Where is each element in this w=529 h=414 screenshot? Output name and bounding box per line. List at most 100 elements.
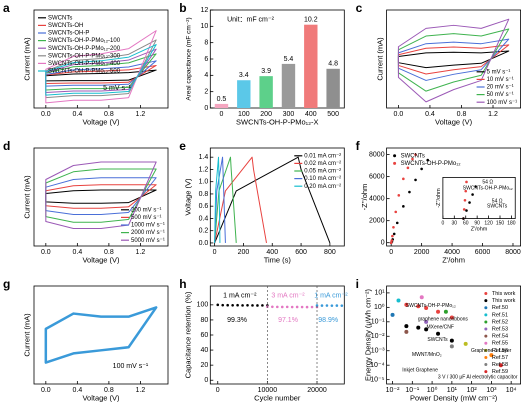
x-tick-label: 0.8 bbox=[104, 387, 114, 394]
y-tick-label: 100 bbox=[197, 302, 209, 309]
data-point bbox=[226, 303, 229, 307]
x-tick-label: 30 bbox=[452, 220, 458, 226]
legend-swatch bbox=[484, 320, 488, 324]
legend-label: 5 mV s⁻¹ bbox=[487, 69, 511, 75]
data-point bbox=[424, 306, 429, 311]
curve bbox=[45, 30, 157, 104]
data-point bbox=[392, 225, 395, 229]
data-point bbox=[216, 303, 220, 307]
legend-label: SWCNTs-OH-P-PMo₁₂-300 bbox=[48, 53, 121, 59]
legend-label: Ref.54 bbox=[492, 334, 508, 340]
x-tick-label: 0 bbox=[441, 220, 444, 226]
curve bbox=[45, 48, 157, 94]
data-point bbox=[231, 303, 234, 307]
y-tick-label: 10⁻⁵ bbox=[370, 376, 384, 383]
data-point bbox=[340, 304, 344, 307]
data-point bbox=[411, 157, 414, 161]
data-point bbox=[276, 305, 279, 309]
data-point bbox=[236, 303, 239, 307]
data-point bbox=[280, 305, 284, 309]
x-tick-label: 0.0 bbox=[394, 111, 404, 118]
x-tick-label: 800 bbox=[324, 249, 336, 256]
legend-swatch bbox=[484, 299, 488, 303]
plot-frame bbox=[386, 147, 522, 247]
data-point bbox=[396, 298, 401, 303]
data-point bbox=[416, 304, 421, 309]
legend-swatch bbox=[484, 334, 488, 338]
data-point bbox=[436, 309, 441, 314]
legend-swatch bbox=[484, 348, 488, 352]
data-point bbox=[426, 158, 430, 162]
annotation: SWCNTs bbox=[487, 204, 508, 210]
plot-frame bbox=[33, 9, 169, 109]
data-point bbox=[443, 309, 448, 314]
y-tick-label: 80 bbox=[201, 317, 209, 324]
data-point bbox=[465, 209, 468, 212]
data-point bbox=[449, 338, 454, 343]
data-point bbox=[404, 302, 409, 307]
annotation: SWCNTs bbox=[427, 337, 448, 343]
plot-frame bbox=[209, 285, 345, 385]
legend-label: 0.02 mA cm⁻² bbox=[304, 161, 341, 167]
bar bbox=[259, 76, 273, 108]
y-tick-label: 0 bbox=[204, 105, 208, 112]
legend-swatch bbox=[484, 306, 488, 310]
data-point bbox=[305, 305, 309, 309]
data-point bbox=[414, 153, 417, 156]
plot-frame bbox=[33, 147, 169, 247]
y-tick-label: 6 bbox=[204, 56, 208, 63]
data-point bbox=[462, 217, 465, 220]
curve bbox=[214, 156, 331, 244]
legend-swatch bbox=[484, 355, 488, 359]
panel-label: d bbox=[3, 139, 10, 153]
data-point bbox=[416, 325, 421, 330]
x-tick-label: 10¹ bbox=[447, 387, 458, 394]
x-tick-label: 60 bbox=[463, 220, 469, 226]
data-point bbox=[300, 305, 304, 309]
legend-label: Ref.52 bbox=[492, 319, 508, 325]
x-axis-label: Cycle number bbox=[254, 394, 301, 403]
legend-swatch bbox=[484, 313, 488, 317]
data-point bbox=[414, 178, 417, 182]
data-point bbox=[394, 210, 398, 214]
y-tick-label: 4 bbox=[204, 72, 208, 79]
data-point bbox=[463, 341, 468, 346]
legend-label: Ref.58 bbox=[492, 362, 508, 368]
legend-label: 50 mV s⁻¹ bbox=[487, 92, 514, 98]
x-tick-label: 0 bbox=[389, 249, 393, 256]
x-tick-label: 10⁻² bbox=[386, 387, 400, 394]
curve bbox=[214, 156, 237, 243]
x-tick-label: 0.4 bbox=[72, 249, 82, 256]
legend-label: 10 mV s⁻¹ bbox=[487, 77, 514, 83]
data-point bbox=[271, 305, 274, 309]
curve bbox=[45, 184, 157, 209]
data-point bbox=[464, 189, 468, 193]
curve bbox=[45, 161, 157, 229]
annotation: 5 mV s⁻¹ bbox=[103, 85, 131, 92]
y-tick-label: 1.2 bbox=[199, 166, 209, 173]
y-axis-label: -Z''/ohm bbox=[360, 184, 369, 211]
y-tick-label: 40 bbox=[201, 347, 209, 354]
x-axis-label: Voltage (V) bbox=[82, 394, 120, 403]
data-point bbox=[315, 304, 319, 307]
annotation: 98.9% bbox=[318, 317, 338, 324]
x-axis-label: Z'/ohm bbox=[471, 227, 488, 233]
y-tick-label: 2000 bbox=[369, 218, 385, 225]
legend-swatch bbox=[484, 370, 488, 374]
data-point bbox=[406, 166, 410, 170]
x-axis-label: Voltage (V) bbox=[82, 118, 120, 127]
plot-frame bbox=[209, 9, 345, 109]
curve bbox=[397, 18, 510, 103]
panel-label: i bbox=[356, 277, 359, 291]
x-tick-label: 6000 bbox=[475, 249, 491, 256]
legend-swatch bbox=[393, 154, 397, 158]
y-tick-label: 0.4 bbox=[199, 215, 209, 222]
data-point bbox=[290, 305, 294, 309]
curve bbox=[45, 64, 157, 84]
data-point bbox=[391, 234, 394, 238]
data-point bbox=[330, 304, 334, 307]
y-tick-label: 20 bbox=[201, 362, 209, 369]
legend-label: Ref.56 bbox=[492, 348, 508, 354]
bar-value-label: 10.2 bbox=[304, 17, 318, 24]
bar bbox=[304, 24, 318, 109]
